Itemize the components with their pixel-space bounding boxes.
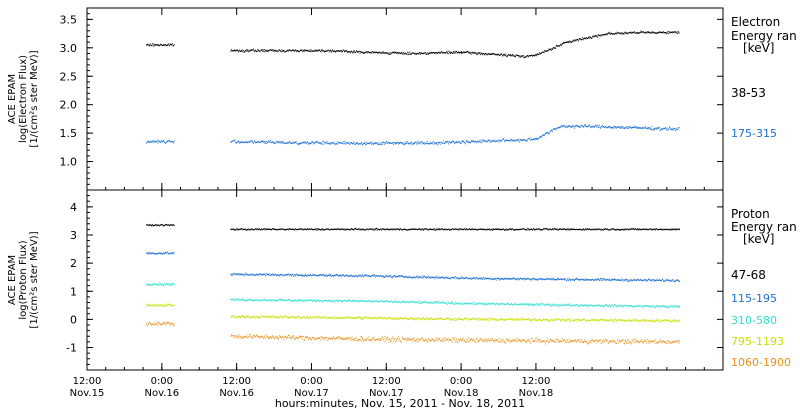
proton-ylabel-line-2: log(Proton Flux)	[18, 240, 29, 319]
xtick-date-0: Nov.15	[70, 388, 105, 399]
electron-panel-frame	[86, 7, 724, 191]
proton-series-310-580-seg-1	[230, 297, 681, 309]
xtick-time-3: 0:00	[300, 376, 322, 387]
electron-ylabel-line-3: [1/(cm²s ster MeV)]	[29, 50, 40, 147]
electron-series-38-53-seg-1	[230, 30, 680, 59]
proton-series-1060-1900-seg-0	[146, 321, 175, 327]
electron-ytick-label-2: 2.0	[60, 99, 78, 112]
electron-ytick-label-1: 1.5	[60, 127, 78, 140]
xtick-date-5: Nov.18	[444, 388, 479, 399]
xtick-date-2: Nov.16	[219, 388, 254, 399]
proton-legend: Proton Energy ran [keV] 47-68 115-195 31…	[731, 207, 797, 369]
xtick-date-4: Nov.17	[369, 388, 404, 399]
proton-legend-1060-1900: 1060-1900	[731, 356, 791, 369]
xtick-date-3: Nov.17	[294, 388, 329, 399]
proton-ytick-label-1: 0	[70, 313, 77, 326]
proton-ytick-label-2: 1	[70, 285, 77, 298]
proton-legend-title-1: Proton	[731, 207, 770, 221]
electron-series-175-315-seg-1	[230, 123, 680, 146]
electron-ytick-label-0: 1.0	[60, 156, 78, 169]
proton-legend-title-3: [keV]	[743, 232, 774, 246]
electron-series-175-315-seg-0	[146, 139, 175, 144]
proton-ytick-label-5: 4	[70, 201, 77, 214]
electron-legend-title-3: [keV]	[743, 41, 774, 55]
proton-series-795-1193-seg-0	[146, 303, 175, 308]
electron-legend-38-53: 38-53	[731, 86, 766, 100]
proton-series-310-580-seg-0	[146, 282, 175, 287]
proton-legend-795-1193: 795-1193	[731, 335, 784, 348]
xtick-time-0: 12:00	[73, 376, 102, 387]
electron-ylabel-line-2: log(Electron Flux)	[18, 55, 29, 143]
proton-ylabel-line-3: [1/(cm²s ster MeV)]	[29, 231, 40, 328]
xtick-time-6: 12:00	[522, 376, 551, 387]
proton-ytick-label-4: 3	[70, 229, 77, 242]
electron-ytick-label-4: 3.0	[60, 42, 78, 55]
electron-series-38-53-seg-0	[146, 43, 175, 47]
proton-series-115-195-seg-0	[146, 251, 175, 255]
xtick-date-6: Nov.18	[519, 388, 554, 399]
electron-ylabel-line-1: ACE EPAM	[7, 74, 18, 124]
axes: 1.01.52.02.53.03.5-10123412:00Nov.150:00…	[60, 8, 724, 399]
proton-points	[146, 223, 681, 345]
proton-series-1060-1900-seg-1	[230, 333, 681, 345]
electron-ytick-label-3: 2.5	[60, 70, 78, 83]
proton-series-115-195-seg-1	[230, 272, 681, 283]
proton-legend-47-68: 47-68	[731, 268, 766, 282]
proton-ylabel-line-1: ACE EPAM	[7, 255, 18, 305]
electron-points	[146, 30, 680, 146]
proton-series-47-68-seg-1	[230, 227, 680, 231]
proton-series-795-1193-seg-1	[230, 314, 681, 323]
electron-ytick-label-5: 3.5	[60, 13, 78, 26]
proton-ytick-label-3: 2	[70, 257, 77, 270]
xtick-time-2: 12:00	[222, 376, 251, 387]
xtick-time-4: 12:00	[372, 376, 401, 387]
electron-legend-title-1: Electron	[731, 15, 780, 29]
electron-ylabel: ACE EPAM log(Electron Flux) [1/(cm²s ste…	[7, 50, 40, 147]
electron-legend-175-315: 175-315	[731, 127, 777, 140]
proton-series-47-68-seg-0	[146, 223, 175, 227]
xtick-date-1: Nov.16	[144, 388, 179, 399]
proton-ytick-label-0: -1	[66, 342, 77, 355]
xtick-time-1: 0:00	[151, 376, 173, 387]
x-axis-label: hours:minutes, Nov. 15, 2011 - Nov. 18, …	[275, 397, 525, 410]
xtick-time-5: 0:00	[450, 376, 472, 387]
proton-ylabel: ACE EPAM log(Proton Flux) [1/(cm²s ster …	[7, 231, 40, 328]
electron-legend-title-2: Energy ran	[731, 29, 797, 43]
proton-legend-310-580: 310-580	[731, 314, 777, 327]
electron-legend: Electron Energy ran [keV] 38-53 175-315	[731, 15, 797, 140]
proton-legend-title-2: Energy ran	[731, 220, 797, 234]
proton-legend-115-195: 115-195	[731, 292, 777, 305]
